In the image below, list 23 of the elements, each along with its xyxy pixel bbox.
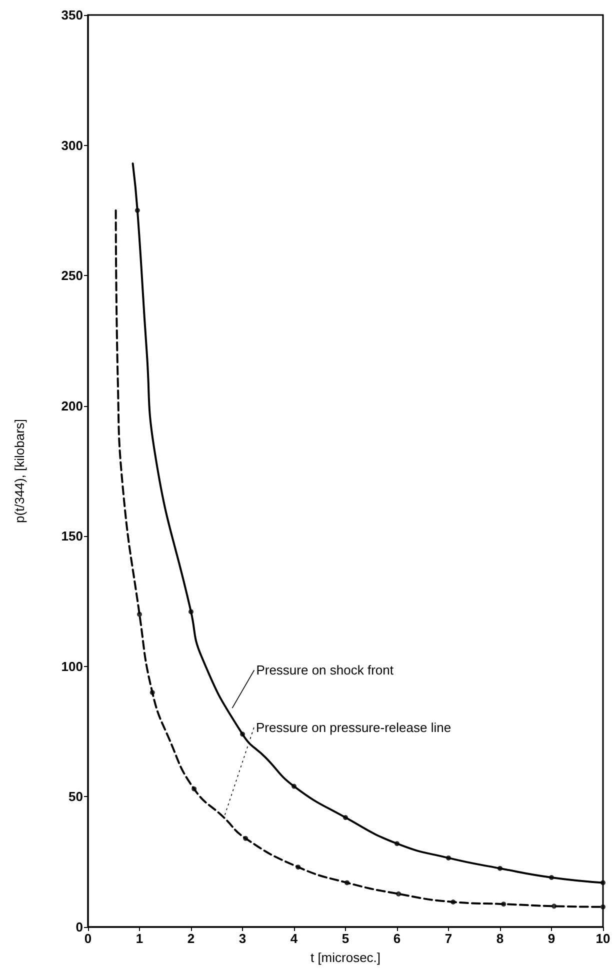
y-tick-label: 0 — [76, 920, 83, 934]
x-axis-title: t [microsec.] — [310, 950, 381, 965]
x-tick-label: 9 — [548, 931, 556, 946]
y-tick-label: 100 — [61, 658, 83, 674]
x-tick-label: 1 — [136, 931, 144, 946]
x-tick-label: 4 — [290, 931, 298, 946]
point — [600, 904, 606, 910]
x-tick-label: 10 — [596, 931, 610, 946]
annotation: Pressure on pressure-release line — [256, 720, 452, 736]
y-tick-label: 250 — [61, 268, 83, 284]
y-tick-label: 150 — [61, 528, 83, 544]
y-tick-label: 300 — [61, 138, 83, 153]
y-axis-title: p(t/344), [kilobars] — [12, 418, 27, 524]
annotation: Pressure on shock front — [256, 662, 394, 678]
x-tick-label: 7 — [444, 931, 452, 946]
x-tick-label: 8 — [496, 931, 504, 946]
x-tick-label: 6 — [393, 931, 401, 946]
y-tick-label: 200 — [61, 398, 83, 414]
x-tick-label: 5 — [342, 931, 350, 946]
y-tick-label: 350 — [61, 8, 83, 22]
x-tick-label: 2 — [187, 931, 195, 946]
y-tick-label: 50 — [68, 789, 83, 804]
x-tick-label: 3 — [238, 931, 246, 946]
